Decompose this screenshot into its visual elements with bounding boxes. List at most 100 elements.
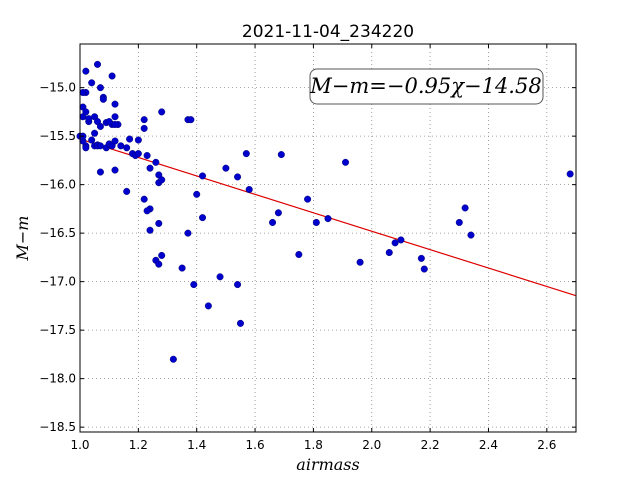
data-point xyxy=(222,164,230,172)
data-point xyxy=(143,207,151,215)
data-point xyxy=(342,158,350,166)
data-point xyxy=(88,79,96,87)
data-point xyxy=(269,218,277,226)
x-tick-label: 2.0 xyxy=(362,438,381,452)
data-point xyxy=(96,122,104,130)
y-tick-label: −15.5 xyxy=(39,129,76,143)
data-point xyxy=(236,319,244,327)
data-point xyxy=(199,214,207,222)
data-point xyxy=(245,185,253,193)
x-tick-label: 1.4 xyxy=(187,438,206,452)
data-point xyxy=(123,144,131,152)
data-point xyxy=(94,60,102,68)
data-point xyxy=(242,150,250,158)
data-point xyxy=(199,172,207,180)
data-point xyxy=(111,100,119,108)
data-point xyxy=(126,135,134,143)
y-tick-label: −15.0 xyxy=(39,81,76,95)
data-point xyxy=(96,168,104,176)
data-point xyxy=(356,258,364,266)
data-point xyxy=(111,166,119,174)
data-point xyxy=(184,229,192,237)
chart-title: 2021-11-04_234220 xyxy=(242,22,414,42)
data-point xyxy=(85,115,93,123)
x-axis-label: airmass xyxy=(296,455,359,474)
y-tick-label: −18.5 xyxy=(39,420,76,434)
x-axis-ticks: 1.0 1.2 1.4 1.6 1.8 2.0 2.2 2.4 2.6 xyxy=(70,44,556,452)
data-point xyxy=(169,355,177,363)
data-point xyxy=(91,129,99,137)
data-point xyxy=(96,142,104,150)
y-tick-label: −16.0 xyxy=(39,178,76,192)
y-axis-ticks: −15.0 −15.5 −16.0 −16.5 −17.0 −17.5 −18.0 −18.5 xyxy=(39,81,576,434)
x-tick-label: 2.6 xyxy=(537,438,556,452)
data-point xyxy=(140,195,148,203)
data-point xyxy=(143,152,151,160)
data-point xyxy=(134,136,142,144)
data-point xyxy=(234,281,242,289)
x-tick-label: 2.2 xyxy=(421,438,440,452)
data-point xyxy=(158,108,166,116)
data-point xyxy=(111,137,119,145)
data-point xyxy=(123,187,131,195)
data-point xyxy=(108,72,116,80)
data-point xyxy=(96,84,104,92)
data-point xyxy=(417,254,425,262)
data-point xyxy=(146,226,154,234)
data-point xyxy=(82,67,90,75)
data-point xyxy=(274,209,282,217)
y-tick-label: −16.5 xyxy=(39,226,76,240)
data-point xyxy=(82,108,90,116)
data-point xyxy=(178,264,186,272)
data-point xyxy=(234,173,242,181)
x-tick-label: 1.2 xyxy=(129,438,148,452)
data-point xyxy=(140,116,148,124)
data-point xyxy=(146,164,154,172)
data-point xyxy=(140,124,148,132)
data-point xyxy=(391,239,399,247)
data-point xyxy=(158,251,166,259)
data-point xyxy=(82,144,90,152)
data-point xyxy=(277,151,285,159)
plot-frame xyxy=(79,43,577,433)
data-point xyxy=(158,176,166,184)
y-tick-label: −17.0 xyxy=(39,275,76,289)
data-point xyxy=(111,121,119,129)
x-tick-label: 2.4 xyxy=(479,438,498,452)
data-point xyxy=(193,190,201,198)
data-point xyxy=(88,136,96,144)
data-point xyxy=(461,204,469,212)
fit-equation-box: M−m=−0.95χ−14.58 xyxy=(309,68,544,105)
fit-equation-label: M−m=−0.95χ−14.58 xyxy=(309,74,541,98)
data-point xyxy=(111,113,119,121)
data-point xyxy=(455,218,463,226)
x-tick-label: 1.6 xyxy=(246,438,265,452)
y-axis-label: M−m xyxy=(13,216,32,262)
data-point xyxy=(216,273,224,281)
data-point xyxy=(117,142,125,150)
data-point xyxy=(312,218,320,226)
data-point xyxy=(155,219,163,227)
data-point xyxy=(134,150,142,158)
data-point xyxy=(79,88,87,96)
data-point xyxy=(295,250,303,258)
data-points xyxy=(76,60,574,363)
data-point xyxy=(155,260,163,268)
data-point xyxy=(187,116,195,124)
x-tick-label: 1.8 xyxy=(304,438,323,452)
data-point xyxy=(566,170,574,178)
data-point xyxy=(190,281,198,289)
data-point xyxy=(152,158,160,166)
y-tick-label: −18.0 xyxy=(39,372,76,386)
data-point xyxy=(99,95,107,103)
data-point xyxy=(385,249,393,257)
data-point xyxy=(105,118,113,126)
data-point xyxy=(420,265,428,273)
annotation-box xyxy=(309,68,544,105)
data-point xyxy=(324,215,332,223)
data-point xyxy=(397,236,405,244)
x-tick-label: 1.0 xyxy=(70,438,89,452)
data-point xyxy=(467,231,475,239)
data-point xyxy=(204,302,212,310)
